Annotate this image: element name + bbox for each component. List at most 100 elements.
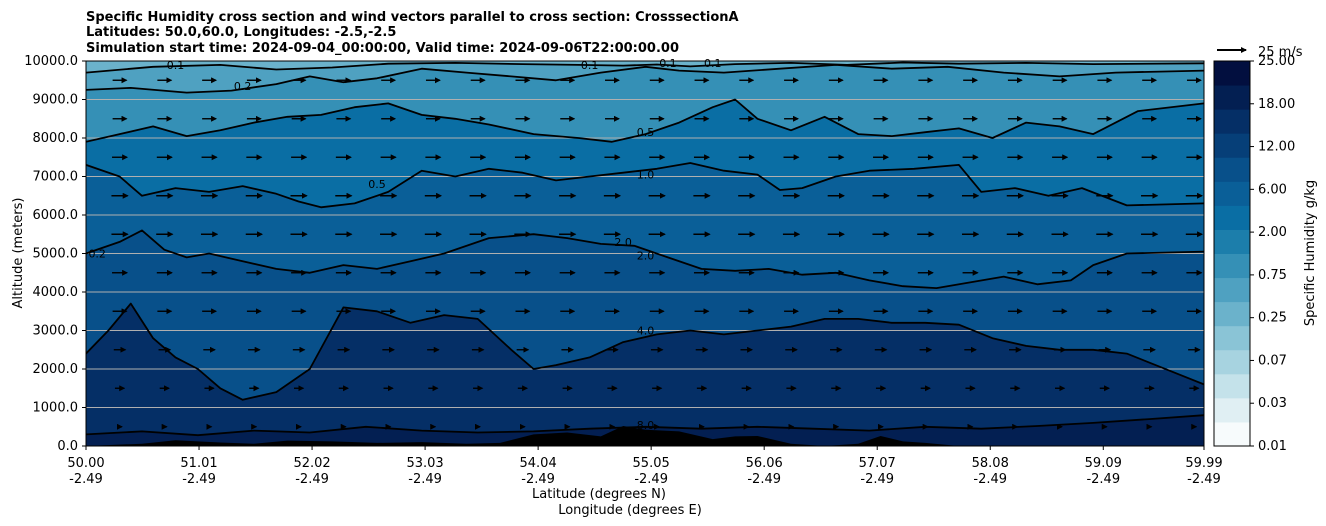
colorbar-tick-label: 0.03 — [1258, 396, 1287, 411]
colorbar-tick-label: 25.00 — [1258, 54, 1295, 69]
y-tick-label: 8000.0 — [33, 131, 79, 146]
y-tick-label: 3000.0 — [33, 324, 79, 339]
x-tick-label-lat: 58.08 — [972, 456, 1009, 471]
terrain-fill — [86, 426, 1204, 446]
x-tick-label-lon: -2.49 — [1086, 472, 1120, 487]
colorbar-swatch — [1214, 277, 1250, 303]
colorbar-swatch — [1214, 229, 1250, 254]
y-tick-label: 6000.0 — [33, 208, 79, 223]
x-tick-label-lat: 59.99 — [1185, 456, 1222, 471]
x-tick-label-lon: -2.49 — [408, 472, 442, 487]
x-tick-label-lon: -2.49 — [634, 472, 668, 487]
colorbar-swatch — [1214, 109, 1250, 134]
x-tick-label-lon: -2.49 — [747, 472, 781, 487]
x-tick-label-lat: 54.04 — [520, 456, 557, 471]
colorbar-tick-label: 0.01 — [1258, 439, 1287, 454]
colorbar-swatch — [1214, 85, 1250, 110]
colorbar-swatch — [1214, 349, 1250, 375]
colorbar-ticks: 0.01 0.03 0.07 0.25 0.75 2.00 6.00 12.00 18.00 25… — [1250, 54, 1295, 454]
chart-title-line-2: Latitudes: 50.0,60.0, Longitudes: -2.5,-… — [86, 25, 396, 40]
chart-title-line-3: Simulation start time: 2024-09-04_00:00:… — [86, 41, 679, 56]
y-tick-label: 9000.0 — [33, 93, 79, 108]
colorbar-swatch — [1214, 373, 1250, 399]
y-tick-label: 5000.0 — [33, 247, 79, 262]
contour-label-0.2: 0.2 — [88, 248, 106, 261]
contour-line-0.1 — [86, 61, 1204, 74]
y-tick-label: 2000.0 — [33, 362, 79, 377]
contour-line-8.0 — [86, 414, 1204, 437]
band-below-4.0 — [86, 303, 1204, 446]
colorbar-swatch — [1214, 421, 1250, 447]
y-tick-label: 1000.0 — [33, 401, 79, 416]
contour-label-2.0: 2.0 — [614, 236, 632, 249]
y-tick-label: 4000.0 — [33, 285, 79, 300]
terrain-profile — [86, 426, 1204, 446]
x-tick-label-lat: 56.06 — [746, 456, 783, 471]
contour-label-1.0: 1.0 — [637, 169, 655, 182]
contour-label-0.1: 0.1 — [659, 57, 677, 70]
colorbar-swatch — [1214, 205, 1250, 230]
x-axis-label-latitude: Latitude (degrees N) — [532, 487, 666, 502]
colorbar-label: Specific Humidity g/kg — [1303, 180, 1318, 326]
contour-label-0.5: 0.5 — [637, 126, 655, 139]
x-tick-label-lat: 51.01 — [180, 456, 217, 471]
colorbar-tick-label: 0.25 — [1258, 311, 1287, 326]
contour-line-0.2 — [86, 64, 1204, 94]
y-tick-label: 0.0 — [57, 439, 78, 454]
colorbar-tick-label: 0.07 — [1258, 353, 1287, 368]
contour-label-2.0: 2.0 — [637, 249, 655, 262]
colorbar-swatch — [1214, 325, 1250, 351]
contour-label-8.0: 8.0 — [637, 419, 655, 432]
contour-line-1.0 — [86, 162, 1204, 209]
x-tick-label-lon: -2.49 — [1187, 472, 1221, 487]
x-tick-label-lat: 55.05 — [633, 456, 670, 471]
y-tick-label: 7000.0 — [33, 170, 79, 185]
contour-line-0.5 — [86, 98, 1204, 143]
contour-label-0.1: 0.1 — [704, 57, 722, 70]
contour-label-0.2: 0.2 — [234, 80, 252, 93]
x-tick-label-lon: -2.49 — [521, 472, 555, 487]
x-tick-label-lat: 50.00 — [67, 456, 104, 471]
x-tick-label-lon: -2.49 — [860, 472, 894, 487]
x-tick-label-lat: 53.03 — [406, 456, 443, 471]
contour-line-4.0 — [86, 302, 1204, 401]
colorbar-tick-label: 12.00 — [1258, 140, 1295, 155]
wind-vectors — [111, 77, 1204, 430]
colorbar-tick-label: 18.00 — [1258, 97, 1295, 112]
colorbar-swatch — [1214, 61, 1250, 86]
x-axis-label-longitude: Longitude (degrees E) — [558, 503, 702, 518]
colorbar-swatch — [1214, 253, 1250, 279]
x-tick-label-lon: -2.49 — [182, 472, 216, 487]
x-tick-label-lon: -2.49 — [69, 472, 103, 487]
chart-title-line-1: Specific Humidity cross section and wind… — [86, 10, 739, 25]
x-axis-ticks: 50.00-2.4951.01-2.4952.02-2.4953.03-2.49… — [67, 446, 1223, 487]
colorbar-tick-label: 6.00 — [1258, 182, 1287, 197]
y-axis-label: Altitude (meters) — [11, 198, 26, 309]
colorbar-tick-label: 0.75 — [1258, 268, 1287, 283]
x-tick-label-lat: 57.07 — [859, 456, 896, 471]
y-tick-label: 10000.0 — [24, 54, 78, 69]
colorbar-swatch — [1214, 397, 1250, 423]
contour-label-4.0: 4.0 — [637, 325, 655, 338]
colorbar-tick-label: 2.00 — [1258, 225, 1287, 240]
colorbar-frame — [1213, 60, 1251, 447]
humidity-contours — [86, 61, 1204, 437]
x-tick-label-lat: 52.02 — [293, 456, 330, 471]
y-gridlines — [86, 99, 1204, 408]
contour-label-0.5: 0.5 — [368, 178, 386, 191]
x-tick-label-lon: -2.49 — [295, 472, 329, 487]
colorbar-swatch — [1214, 157, 1250, 182]
y-axis-ticks: 0.0 1000.0 2000.0 3000.0 4000.0 5000.0 6000.0 7… — [24, 54, 86, 454]
contour-label-0.1: 0.1 — [167, 59, 185, 72]
colorbar — [1214, 61, 1250, 447]
contour-line-2.0 — [86, 229, 1204, 289]
contour-label-0.1: 0.1 — [581, 59, 599, 72]
x-tick-label-lon: -2.49 — [973, 472, 1007, 487]
contour-labels: 0.1 0.1 0.1 0.1 0.2 0.2 0.5 0.5 1.0 2.0 2.0 4.0 8.0 — [88, 57, 721, 432]
colorbar-swatch — [1214, 181, 1250, 206]
x-tick-label-lat: 59.09 — [1085, 456, 1122, 471]
wind-reference-label: 25 m/s — [1258, 45, 1303, 60]
colorbar-swatch — [1214, 133, 1250, 158]
colorbar-swatch — [1214, 301, 1250, 327]
